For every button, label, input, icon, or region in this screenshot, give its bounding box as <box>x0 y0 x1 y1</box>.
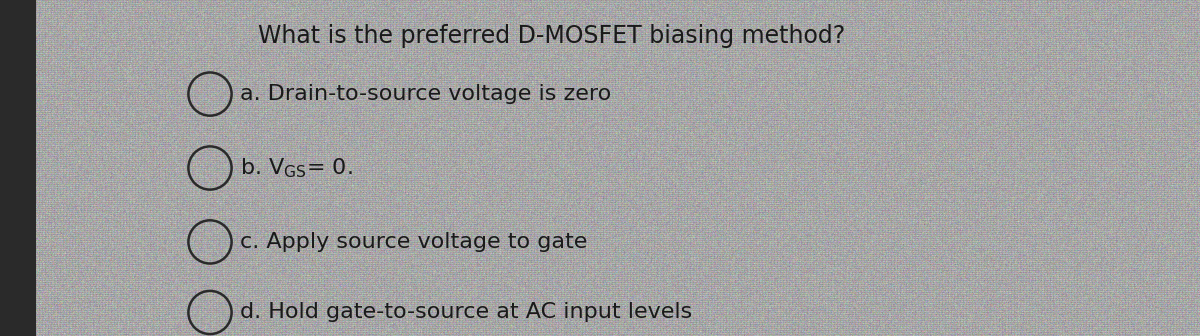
Text: d. Hold gate-to-source at AC input levels: d. Hold gate-to-source at AC input level… <box>240 302 692 323</box>
Text: What is the preferred D-MOSFET biasing method?: What is the preferred D-MOSFET biasing m… <box>258 24 846 47</box>
Bar <box>0 0 36 336</box>
Text: c. Apply source voltage to gate: c. Apply source voltage to gate <box>240 232 587 252</box>
Text: b. V$_{\mathregular{GS}}$= 0.: b. V$_{\mathregular{GS}}$= 0. <box>240 156 353 180</box>
Text: a. Drain-to-source voltage is zero: a. Drain-to-source voltage is zero <box>240 84 611 104</box>
